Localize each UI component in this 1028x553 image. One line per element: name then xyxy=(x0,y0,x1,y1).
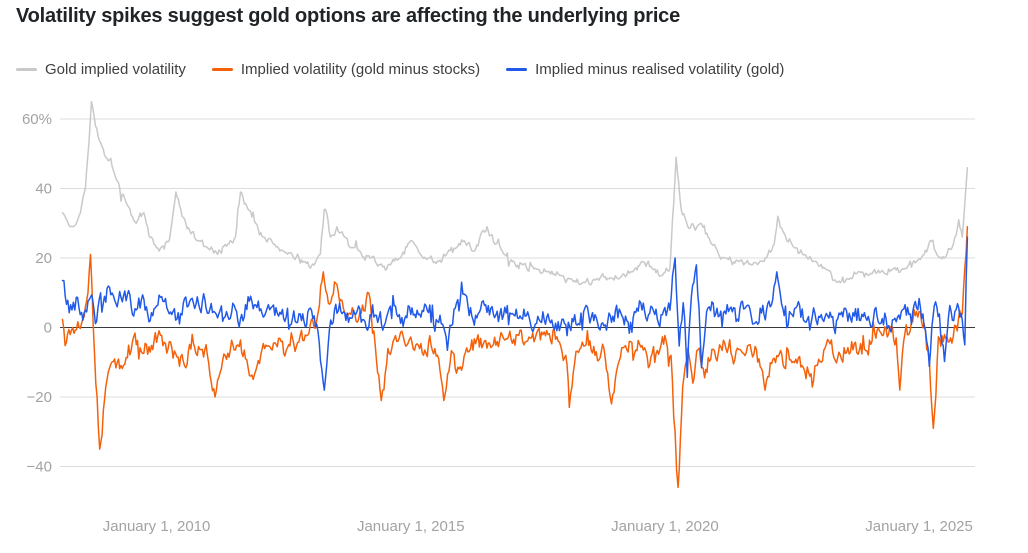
legend-item-gold-implied-volatility: Gold implied volatility xyxy=(16,61,186,78)
chart-title: Volatility spikes suggest gold options a… xyxy=(16,5,681,27)
svg-text:−20: −20 xyxy=(27,389,52,406)
svg-text:January 1, 2015: January 1, 2015 xyxy=(357,518,465,535)
legend-item-implied-minus-realised: Implied minus realised volatility (gold) xyxy=(506,61,784,78)
legend-label: Implied minus realised volatility (gold) xyxy=(535,61,785,78)
svg-text:60%: 60% xyxy=(22,111,52,128)
volatility-line-chart[interactable]: 60% 40 20 0 −20 −40 January 1, 2010 January 1, … xyxy=(0,93,1028,553)
svg-text:40: 40 xyxy=(35,181,52,198)
legend-label: Gold implied volatility xyxy=(45,61,186,78)
orange-line-swatch-icon xyxy=(211,67,233,72)
svg-text:January 1, 2020: January 1, 2020 xyxy=(611,518,719,535)
chart-legend: Gold implied volatility Implied volatili… xyxy=(16,61,784,78)
gray-line-swatch-icon xyxy=(16,67,37,72)
svg-text:0: 0 xyxy=(44,320,52,337)
legend-label: Implied volatility (gold minus stocks) xyxy=(240,61,481,78)
svg-text:January 1, 2025: January 1, 2025 xyxy=(865,518,973,535)
legend-item-implied-vol-gold-minus-stocks: Implied volatility (gold minus stocks) xyxy=(211,61,481,78)
svg-text:20: 20 xyxy=(35,250,52,267)
blue-line-swatch-icon xyxy=(506,67,528,72)
svg-text:January 1, 2010: January 1, 2010 xyxy=(103,518,211,535)
svg-text:−40: −40 xyxy=(27,459,52,476)
